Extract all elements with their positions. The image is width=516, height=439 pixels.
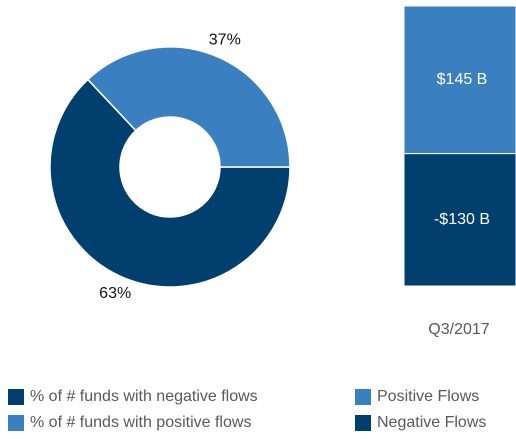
- bar: [403, 153, 516, 287]
- legend-swatch: [8, 389, 24, 405]
- data-label: 37%: [209, 32, 241, 49]
- legend-swatch: [355, 389, 371, 405]
- legend-label: % of # funds with negative flows: [30, 388, 258, 405]
- donut-slice: [49, 78, 291, 288]
- data-label: 63%: [99, 285, 131, 302]
- data-label: -$130 B: [434, 211, 490, 228]
- x-tick-label: Q3/2017: [428, 321, 489, 338]
- donut-slice: [86, 46, 291, 168]
- legend-swatch: [355, 415, 371, 431]
- legend-label: Negative Flows: [377, 414, 486, 431]
- data-label: $145 B: [437, 71, 488, 88]
- legend-label: % of # funds with positive flows: [30, 414, 251, 431]
- legend-swatch: [8, 415, 24, 431]
- legend-label: Positive Flows: [377, 388, 479, 405]
- bar: [403, 5, 516, 155]
